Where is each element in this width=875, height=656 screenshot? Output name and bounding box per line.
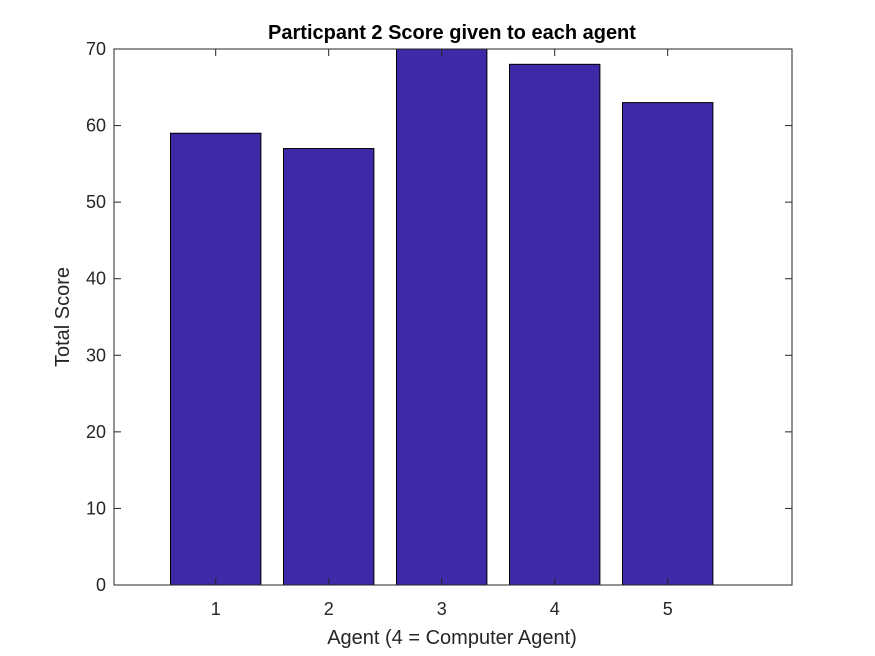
x-tick-label: 1 [211, 599, 221, 619]
y-tick-label: 20 [86, 422, 106, 442]
x-tick-label: 2 [324, 599, 334, 619]
bar-1 [170, 132, 262, 586]
x-tick-label: 4 [550, 599, 560, 619]
x-tick-label: 3 [437, 599, 447, 619]
x-tick-label: 5 [663, 599, 673, 619]
bar-3 [396, 48, 488, 586]
chart-title: Particpant 2 Score given to each agent [268, 22, 636, 44]
y-tick-label: 10 [86, 498, 106, 518]
y-tick-label: 40 [86, 269, 106, 289]
plot-box [113, 48, 793, 586]
bar-5 [622, 102, 714, 586]
y-tick-label: 0 [96, 575, 106, 595]
x-axis-label: Agent (4 = Computer Agent) [327, 627, 577, 649]
bar-2 [283, 148, 375, 586]
y-tick-label: 30 [86, 345, 106, 365]
y-tick-label: 60 [86, 116, 106, 136]
y-axis-label: Total Score [52, 267, 74, 367]
y-tick-label: 50 [86, 192, 106, 212]
y-tick-label: 70 [86, 39, 106, 59]
y-axis-ticks: 0 10 20 30 40 50 60 70 [86, 39, 792, 595]
bar-4 [509, 63, 601, 586]
bar-series [170, 48, 714, 586]
x-axis-ticks: 1 2 3 4 5 [211, 49, 673, 619]
axes [113, 48, 793, 586]
